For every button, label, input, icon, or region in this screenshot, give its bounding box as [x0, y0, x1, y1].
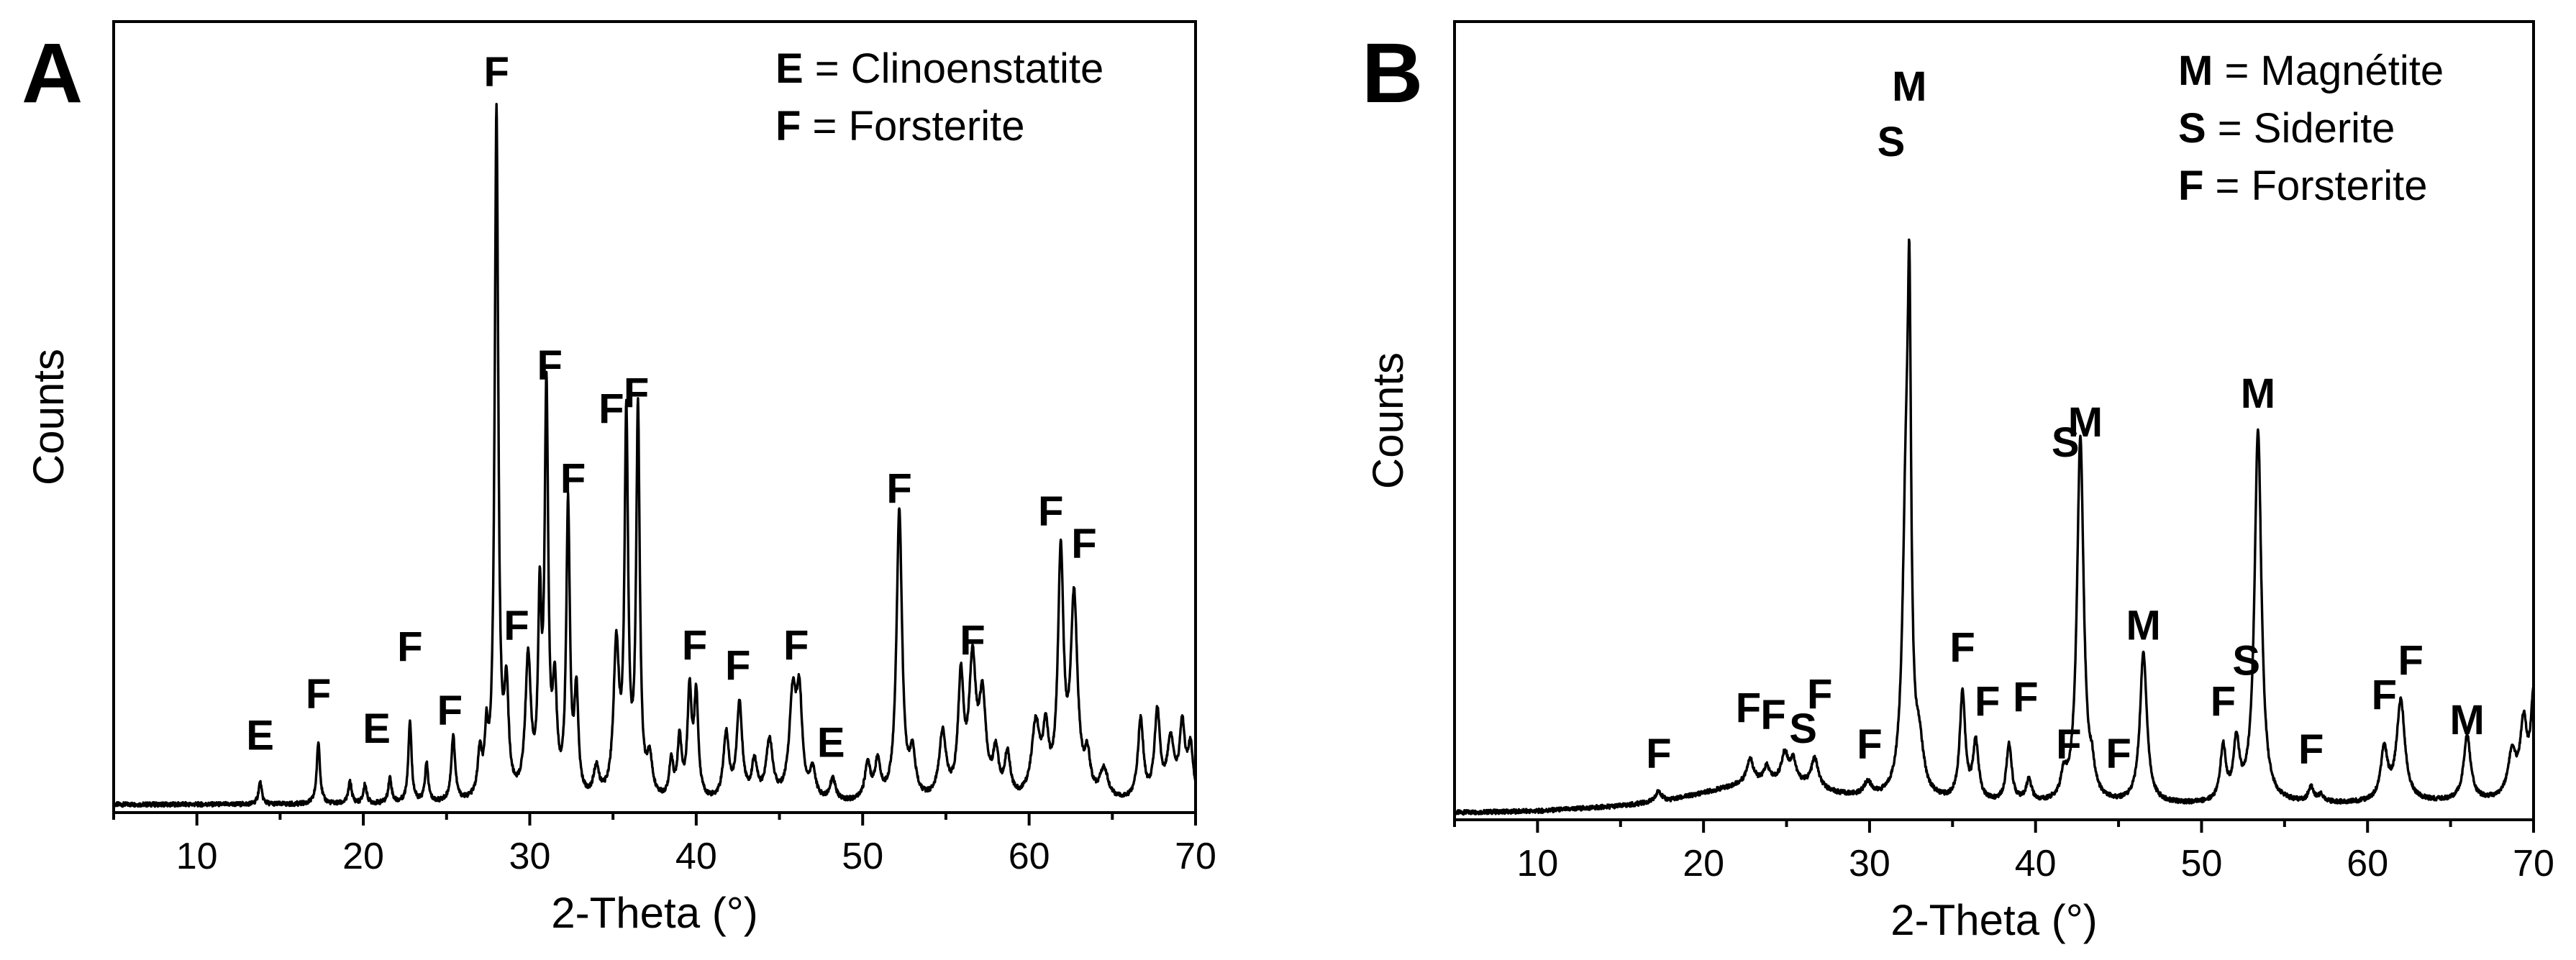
y-axis-label: Counts: [24, 349, 73, 485]
legend-entry: F = Forsterite: [2178, 163, 2427, 209]
peak-label-f: F: [1646, 731, 1671, 777]
peak-label-f: F: [306, 671, 331, 718]
peak-label-f: F: [2398, 637, 2423, 684]
y-axis-label: Counts: [1364, 352, 1412, 489]
peak-label-f: F: [1975, 678, 2000, 725]
legend-text: = Siderite: [2206, 105, 2395, 152]
peak-label-f: F: [2013, 674, 2038, 721]
legend-entry: S = Siderite: [2178, 105, 2395, 152]
peak-label-f: F: [1857, 721, 1882, 768]
legend-symbol: F: [775, 103, 801, 150]
peak-label-e: E: [817, 719, 845, 766]
legend-symbol: M: [2178, 47, 2213, 94]
x-tick-label: 40: [2015, 843, 2057, 884]
x-tick-label: 70: [1175, 836, 1216, 877]
x-tick-label: 10: [1516, 843, 1558, 884]
x-tick-label: 10: [176, 836, 218, 877]
legend-text: = Magnétite: [2213, 47, 2444, 94]
xrd-pattern-line: [112, 102, 1197, 808]
peak-label-f: F: [886, 466, 911, 513]
peak-label-f: F: [1807, 671, 1832, 718]
x-tick-label: 20: [1683, 843, 1724, 884]
peak-label-f: F: [437, 687, 463, 734]
peak-label-m: M: [1892, 63, 1926, 110]
plot-frame: [1453, 20, 2535, 821]
peak-label-s: S: [1789, 705, 1817, 752]
x-tick-label: 60: [2347, 843, 2388, 884]
peak-label-e: E: [246, 712, 274, 759]
peak-label-f: F: [397, 623, 422, 670]
x-tick-label: 30: [1849, 843, 1890, 884]
panel-label: B: [1362, 26, 1423, 121]
legend-entry: F = Forsterite: [775, 103, 1024, 150]
panel-b: B10 20 30 40 50 60 702-Theta (°)CountsMSSMMMSM…: [1362, 20, 2554, 944]
x-tick-label: 30: [509, 836, 551, 877]
x-tick-label: 50: [842, 836, 883, 877]
peak-label-f: F: [1736, 685, 1761, 731]
peak-label-f: F: [2211, 678, 2236, 725]
x-tick-label: 40: [675, 836, 717, 877]
legend-symbol: S: [2178, 105, 2206, 152]
peak-label-f: F: [2372, 672, 2397, 718]
legend-entry: E = Clinoenstatite: [775, 45, 1103, 92]
xrd-pattern-line: [1453, 238, 2535, 816]
peak-label-f: F: [1760, 692, 1785, 739]
peak-label-f: F: [960, 617, 985, 664]
peak-label-f: F: [682, 622, 707, 669]
peak-label-f: F: [599, 386, 624, 433]
plot-frame: [112, 20, 1197, 814]
peak-label-m: M: [2450, 697, 2485, 744]
peak-label-m: M: [2068, 399, 2103, 446]
legend-text: = Clinoenstatite: [804, 45, 1104, 92]
peak-label-f: F: [483, 49, 509, 96]
panel-label: A: [22, 26, 83, 121]
peak-label-f: F: [2298, 726, 2324, 773]
peak-label-f: F: [1071, 521, 1096, 567]
x-axis-label: 2-Theta (°): [1890, 896, 2097, 944]
peak-label-s: S: [2232, 637, 2260, 684]
peak-label-e: E: [363, 705, 391, 752]
x-tick-label: 20: [342, 836, 384, 877]
x-tick-label: 50: [2181, 843, 2223, 884]
peak-label-m: M: [2241, 370, 2275, 417]
peak-label-s: S: [2052, 419, 2080, 466]
peak-label-f: F: [725, 643, 750, 690]
legend-text: = Forsterite: [801, 103, 1024, 150]
x-tick-label: 70: [2513, 843, 2554, 884]
peak-label-f: F: [1038, 488, 1063, 535]
legend-symbol: E: [775, 45, 804, 92]
peak-label-f: F: [1949, 624, 1975, 671]
peak-label-f: F: [783, 622, 809, 669]
peak-label-f: F: [2106, 731, 2131, 777]
legend-entry: M = Magnétite: [2178, 47, 2444, 94]
legend-symbol: F: [2178, 163, 2203, 209]
peak-label-f: F: [560, 455, 586, 502]
peak-label-m: M: [2126, 602, 2161, 649]
x-tick-label: 60: [1009, 836, 1050, 877]
peak-label-f: F: [2056, 721, 2081, 768]
peak-label-f: F: [537, 342, 563, 389]
peak-label-f: F: [624, 370, 649, 417]
panel-a: A10 20 30 40 50 60 702-Theta (°)CountsEFEFFFFF…: [22, 20, 1216, 937]
peak-label-f: F: [504, 603, 529, 649]
x-axis-label: 2-Theta (°): [551, 889, 757, 937]
peak-label-s: S: [1878, 119, 1906, 165]
legend-text: = Forsterite: [2203, 163, 2427, 209]
